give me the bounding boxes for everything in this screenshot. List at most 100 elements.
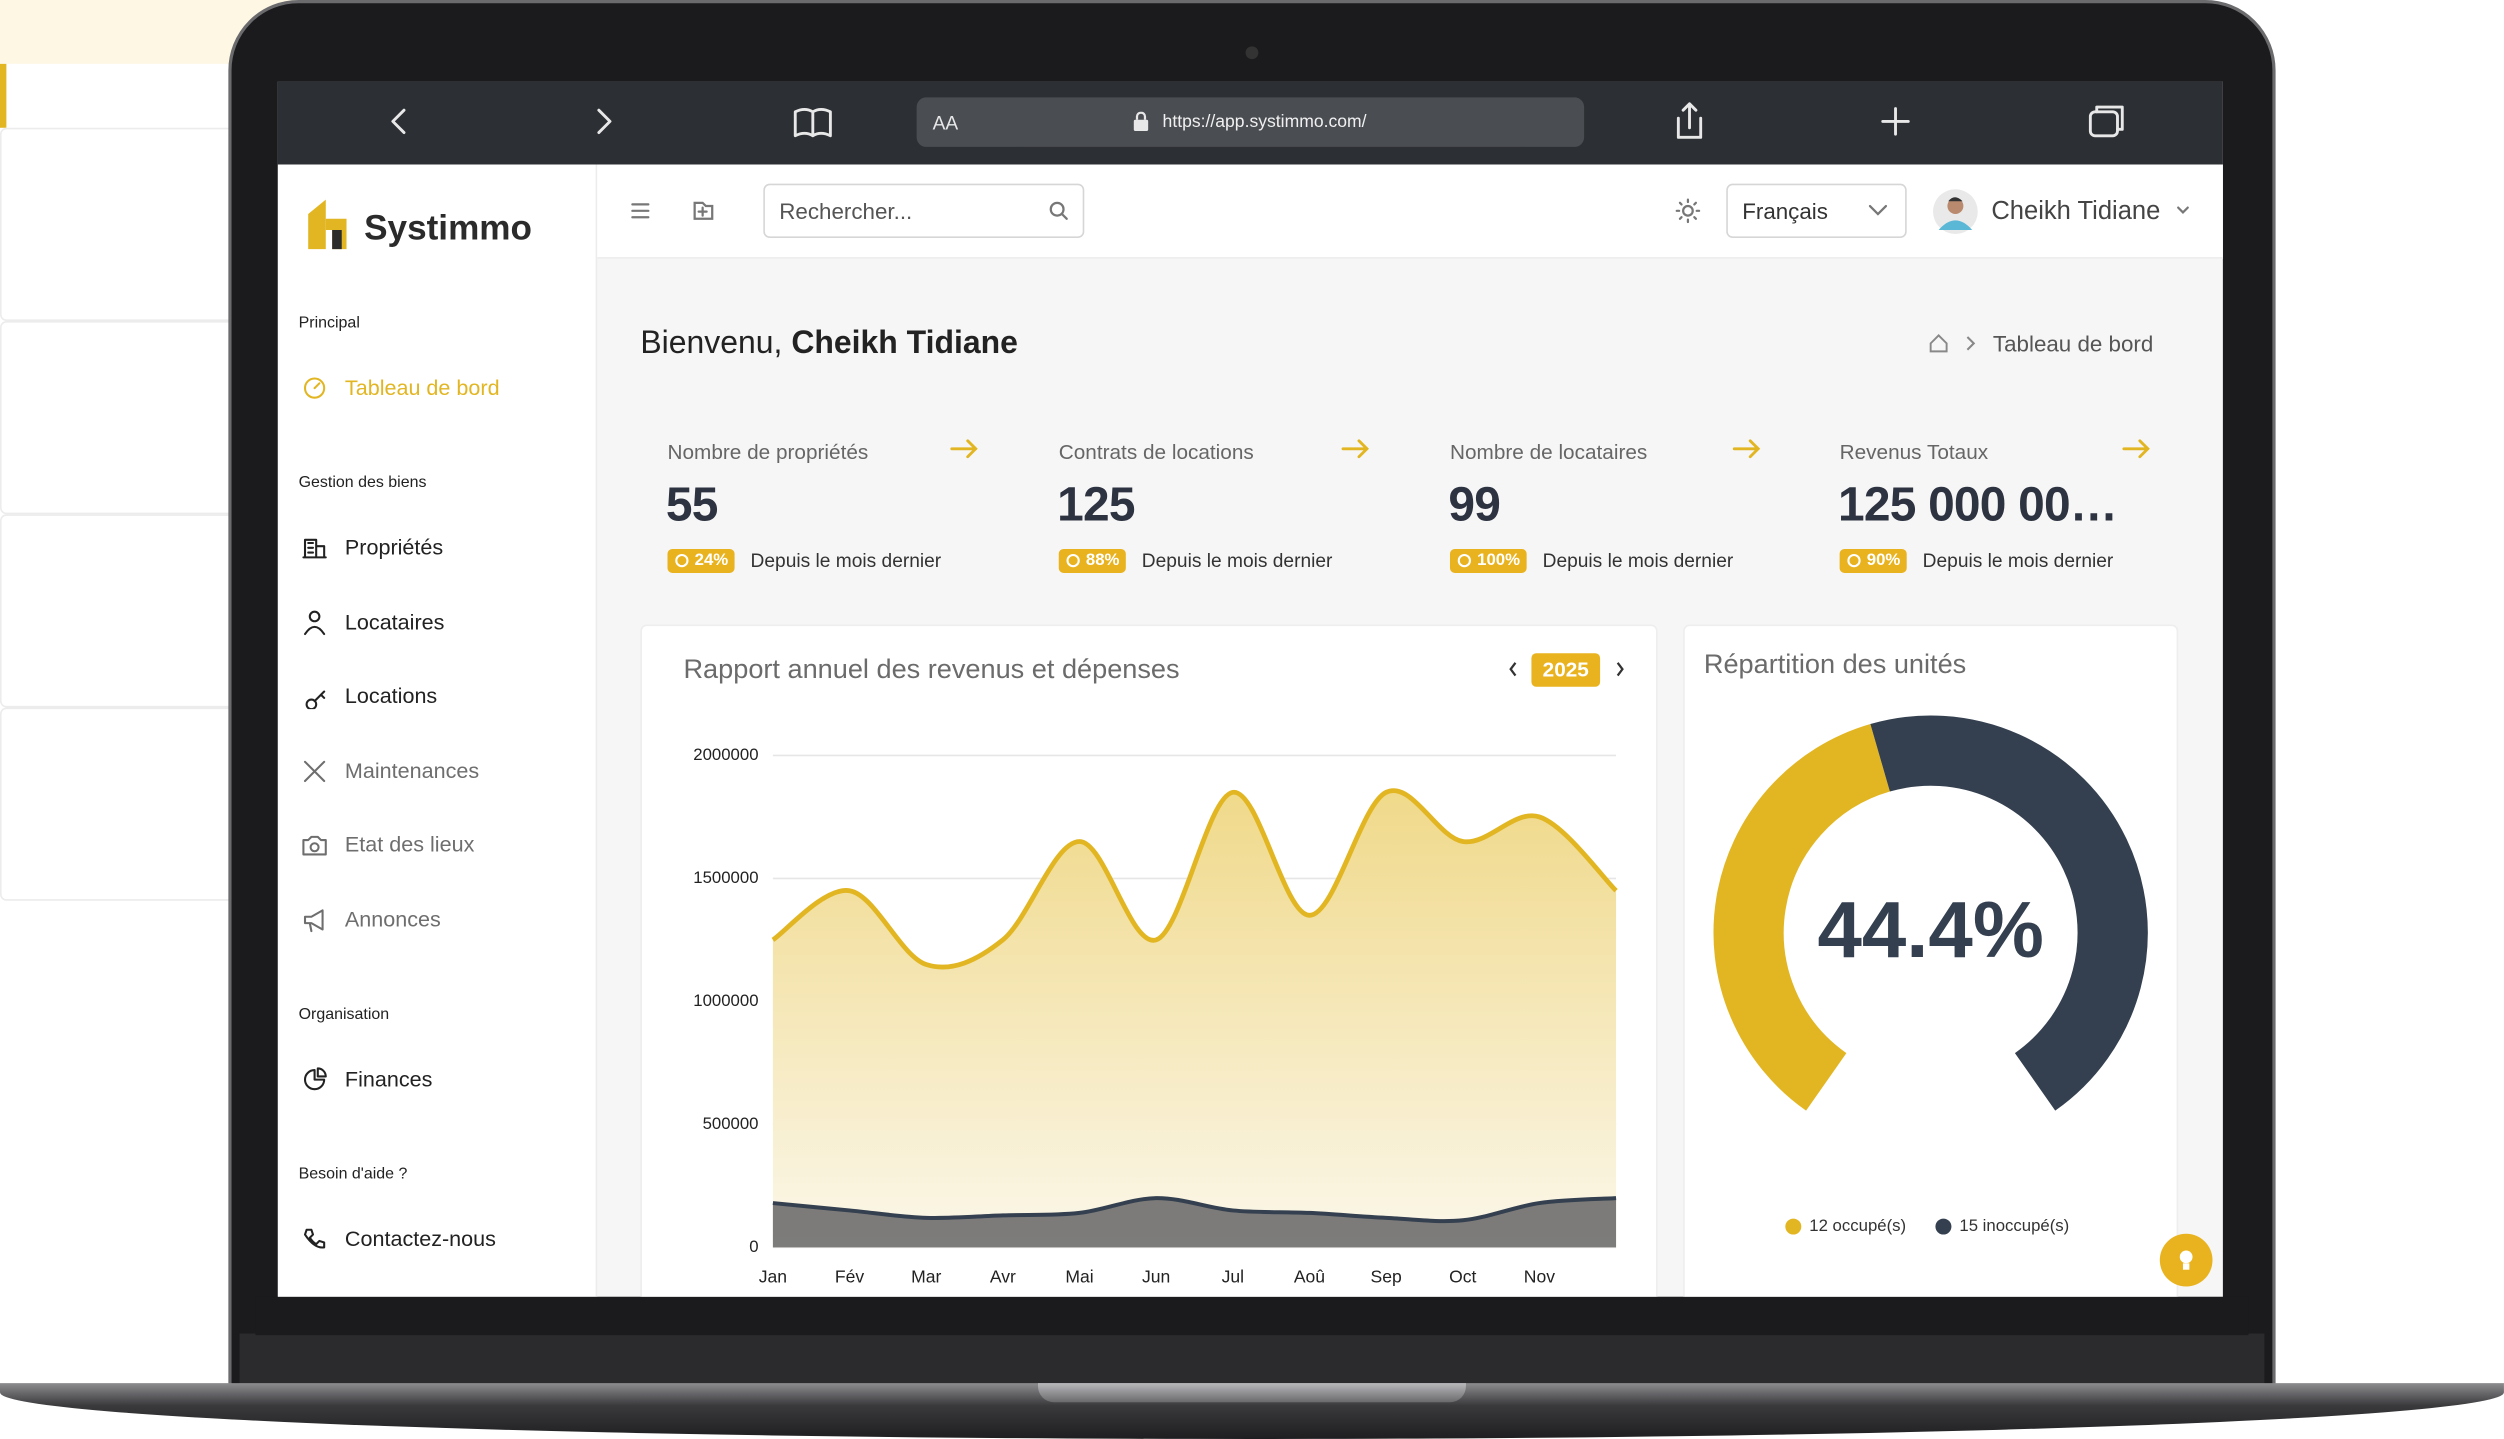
menu-icon-path xyxy=(303,377,326,399)
x-tick-label: Avr xyxy=(990,1266,1016,1286)
base-notch xyxy=(1037,1383,1466,1403)
stat-link[interactable] xyxy=(1732,439,1762,459)
change-icon-circle xyxy=(675,553,689,568)
breadcrumb-icons xyxy=(1929,334,1976,353)
menu-item[interactable]: Contactez-nous xyxy=(344,1226,496,1251)
menu-icon-path xyxy=(302,836,327,857)
doughnut-segment xyxy=(1870,715,2148,1111)
menu-item[interactable]: Locations xyxy=(344,684,438,709)
user-name[interactable]: Cheikh Tidiane xyxy=(1991,198,2161,226)
active-indicator xyxy=(0,63,7,128)
series-line xyxy=(772,1196,1617,1224)
change-icon-circle xyxy=(1457,553,1471,568)
stat-value: 55 xyxy=(665,479,719,532)
y-tick-label: 1000000 xyxy=(693,991,758,1010)
greeting: Bienvenu, xyxy=(640,325,783,361)
prev-year xyxy=(1509,662,1517,677)
stat-link[interactable] xyxy=(1341,439,1370,459)
arrow xyxy=(950,439,978,459)
arrow xyxy=(2122,439,2150,459)
stat-value: 99 xyxy=(1448,479,1501,532)
logo-icon xyxy=(308,199,347,250)
menu-item[interactable]: Annonces xyxy=(344,907,441,932)
area-fill xyxy=(772,1198,1617,1248)
forward-button[interactable] xyxy=(597,108,612,134)
stat-link[interactable] xyxy=(950,439,979,459)
menu-toggle[interactable] xyxy=(631,203,650,219)
theme-toggle[interactable] xyxy=(1682,204,1694,217)
stat-change: 100% xyxy=(1449,549,1527,573)
menu-item[interactable]: Etat des lieux xyxy=(344,833,475,858)
change-icon xyxy=(1066,553,1080,568)
area-fill xyxy=(772,790,1617,1248)
menu-icon-path xyxy=(303,909,324,933)
legend-swatch xyxy=(1785,1218,1802,1235)
year-badge xyxy=(1531,653,1601,687)
stat-label: Revenus Totaux xyxy=(1839,440,1989,464)
x-tick-label: Oct xyxy=(1449,1266,1476,1286)
stat-value: 125 000 00… xyxy=(1838,479,2118,532)
menu-icon-path xyxy=(303,1228,326,1249)
chart-title: Rapport annuel des revenus et dépenses xyxy=(683,653,1179,684)
bookmarks-button[interactable] xyxy=(793,107,832,138)
y-tick-label: 2000000 xyxy=(693,745,758,764)
section-title: Besoin d'aide ? xyxy=(298,1165,408,1184)
welcome: Bienvenu, Cheikh Tidiane xyxy=(640,327,1018,359)
menu-item[interactable]: Maintenances xyxy=(344,758,480,783)
y-tick-label: 500000 xyxy=(703,1114,759,1133)
year: 2025 xyxy=(1543,658,1589,681)
search-box[interactable] xyxy=(763,183,1085,238)
series-line xyxy=(771,788,1618,970)
language-select[interactable] xyxy=(1726,183,1907,238)
screen-edge xyxy=(255,1296,2249,1336)
stat-note: Depuis le mois dernier xyxy=(1141,549,1333,572)
legend-swatch xyxy=(1935,1218,1952,1235)
folder-button[interactable] xyxy=(693,201,714,220)
section-title: Gestion des biens xyxy=(298,474,427,492)
stat-link[interactable] xyxy=(2122,439,2151,459)
new-tab-button[interactable] xyxy=(1881,107,1910,136)
stat-value: 125 xyxy=(1057,479,1135,532)
stat-note: Depuis le mois dernier xyxy=(1922,549,2114,572)
menu-item[interactable]: Propriétés xyxy=(344,535,444,560)
change-icon-circle xyxy=(1066,553,1080,568)
section-title: Principal xyxy=(298,314,360,333)
center-label: 44.4% xyxy=(1817,885,2043,974)
reader-button[interactable]: AA xyxy=(932,111,959,135)
breadcrumb[interactable]: Tableau de bord xyxy=(1992,330,2154,357)
menu-icon xyxy=(303,760,326,782)
menu-icon-path xyxy=(303,760,326,782)
x-tick-label: Jun xyxy=(1142,1266,1170,1286)
x-tick-label: Aoû xyxy=(1294,1266,1325,1286)
legend-label: 15 inoccupé(s) xyxy=(1959,1216,2069,1235)
y-tick-label: 0 xyxy=(749,1237,758,1256)
menu-item[interactable]: Locataires xyxy=(344,609,445,634)
avatar[interactable] xyxy=(1932,188,1978,234)
url: https://app.systimmo.com/ xyxy=(1162,112,1367,132)
address-bar[interactable] xyxy=(916,97,1585,147)
back-button[interactable] xyxy=(391,108,406,134)
brand[interactable]: Systimmo xyxy=(364,207,533,248)
menu-item[interactable]: Tableau de bord xyxy=(344,375,500,400)
tabs-button[interactable] xyxy=(2088,110,2119,138)
stat-note: Depuis le mois dernier xyxy=(750,549,942,572)
arrow xyxy=(1732,439,1761,459)
menu-icon-path xyxy=(305,690,326,710)
stat-label: Nombre de propriétés xyxy=(667,440,869,464)
chart-title: Répartition des unités xyxy=(1704,648,1966,679)
change-icon xyxy=(1457,553,1471,568)
x-tick-label: Jul xyxy=(1222,1266,1244,1286)
change-icon-circle xyxy=(1847,553,1861,568)
menu-item[interactable]: Finances xyxy=(344,1067,433,1092)
menu-icon xyxy=(305,690,326,710)
help-button[interactable] xyxy=(2159,1233,2213,1287)
arrow xyxy=(1341,439,1369,459)
share-button[interactable] xyxy=(1676,102,1703,139)
language: Français xyxy=(1742,198,1828,224)
section-title: Organisation xyxy=(298,1006,390,1024)
menu-icon xyxy=(303,377,326,399)
